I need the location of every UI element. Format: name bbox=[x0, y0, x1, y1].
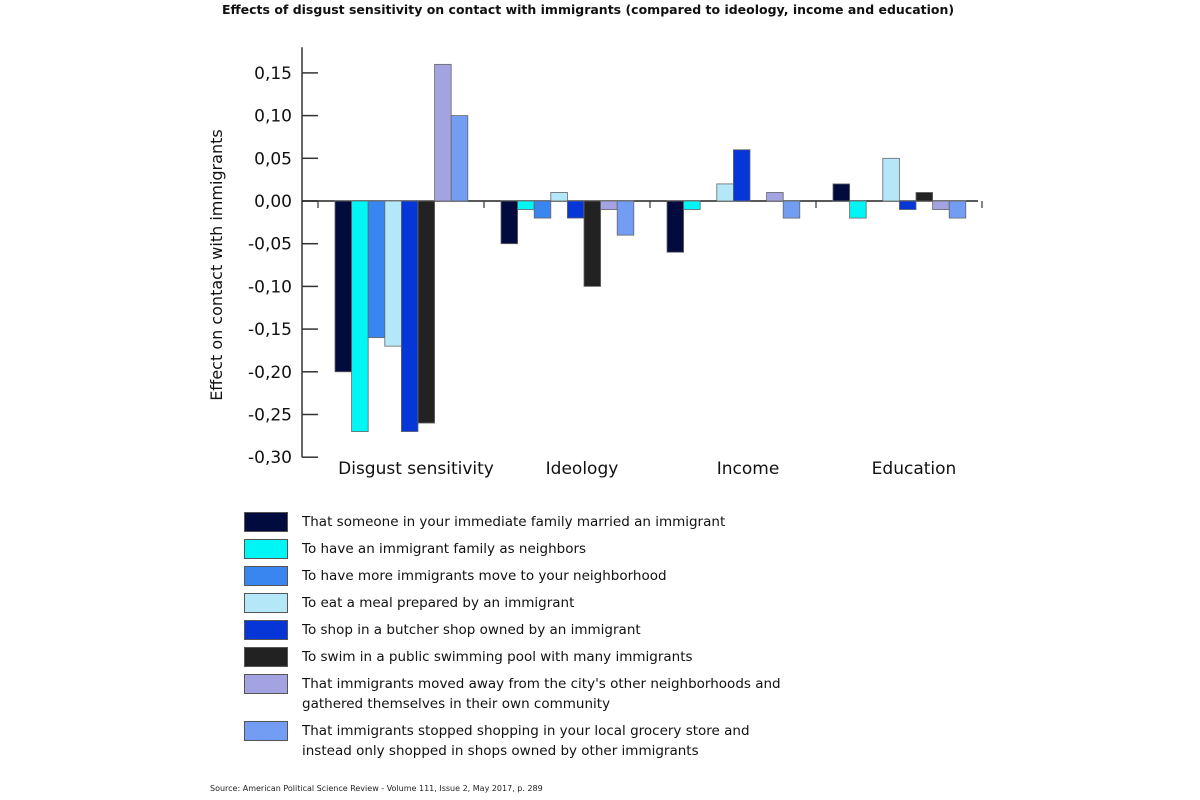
bar-2 bbox=[683, 200, 701, 210]
legend-label: That someone in your immediate family ma… bbox=[302, 514, 726, 530]
bar-2 bbox=[849, 200, 867, 219]
legend-label: That immigrants stopped shopping in your… bbox=[302, 723, 750, 759]
legend-item: That someone in your immediate family ma… bbox=[244, 512, 782, 532]
bar-5 bbox=[400, 200, 419, 432]
x-tick-label: Disgust sensitivity bbox=[338, 459, 494, 479]
legend-swatch bbox=[244, 539, 288, 559]
bar-1 bbox=[832, 183, 851, 202]
bar-6 bbox=[583, 200, 602, 287]
y-axis-label: Effect on contact with immigrants bbox=[207, 129, 226, 401]
y-tick-label: -0,30 bbox=[248, 448, 292, 468]
y-tick-label: -0,15 bbox=[248, 320, 292, 340]
y-tick-label: -0,10 bbox=[248, 277, 292, 297]
bar-4 bbox=[716, 183, 734, 202]
bar-4 bbox=[882, 157, 900, 202]
legend-swatch bbox=[244, 593, 288, 613]
x-tick-label: Education bbox=[872, 459, 957, 479]
legend-item: To have an immigrant family as neighbors bbox=[244, 539, 782, 559]
x-tick-label: Ideology bbox=[546, 459, 619, 479]
legend-item: That immigrants moved away from the city… bbox=[244, 674, 782, 714]
bar-8 bbox=[616, 200, 635, 236]
bar-2 bbox=[517, 200, 535, 210]
bar-6 bbox=[417, 200, 436, 424]
bar-5 bbox=[733, 149, 751, 202]
legend-swatch bbox=[244, 721, 288, 741]
source-note: Source: American Political Science Revie… bbox=[210, 784, 543, 793]
bar-5 bbox=[899, 200, 917, 210]
legend-label: To shop in a butcher shop owned by an im… bbox=[302, 622, 641, 638]
bar-8 bbox=[782, 200, 801, 219]
y-tick-label: 0,15 bbox=[254, 64, 292, 84]
bar-3 bbox=[367, 200, 386, 339]
y-tick-label: 0,10 bbox=[254, 107, 292, 127]
legend-item: To have more immigrants move to your nei… bbox=[244, 566, 782, 586]
legend-label: That immigrants moved away from the city… bbox=[302, 676, 781, 712]
bar-4 bbox=[550, 192, 568, 202]
bar-4 bbox=[384, 200, 402, 347]
bar-6 bbox=[915, 192, 934, 202]
y-tick-label: -0,25 bbox=[248, 406, 292, 426]
bar-8 bbox=[450, 115, 469, 202]
y-tick-label: 0,00 bbox=[254, 192, 292, 212]
legend-label: To swim in a public swimming pool with m… bbox=[302, 649, 693, 665]
legend-item: That immigrants stopped shopping in your… bbox=[244, 721, 782, 761]
legend-item: To swim in a public swimming pool with m… bbox=[244, 647, 782, 667]
bar-7 bbox=[766, 192, 784, 202]
legend: That someone in your immediate family ma… bbox=[244, 512, 782, 768]
legend-swatch bbox=[244, 620, 288, 640]
y-tick-label: -0,05 bbox=[248, 235, 292, 255]
bar-7 bbox=[600, 200, 618, 210]
bar-7 bbox=[932, 200, 950, 210]
bar-7 bbox=[434, 63, 452, 202]
legend-label: To eat a meal prepared by an immigrant bbox=[302, 595, 575, 611]
legend-swatch bbox=[244, 674, 288, 694]
bar-3 bbox=[533, 200, 552, 219]
bar-5 bbox=[567, 200, 585, 219]
y-tick-label: 0,05 bbox=[254, 149, 292, 169]
bar-2 bbox=[351, 200, 369, 432]
chart-title: Effects of disgust sensitivity on contac… bbox=[222, 2, 955, 17]
bar-1 bbox=[666, 200, 685, 253]
bar-1 bbox=[334, 200, 353, 373]
legend-label: To have an immigrant family as neighbors bbox=[302, 541, 587, 557]
y-tick-label: -0,20 bbox=[248, 363, 292, 383]
x-tick-label: Income bbox=[717, 459, 780, 479]
legend-item: To shop in a butcher shop owned by an im… bbox=[244, 620, 782, 640]
legend-swatch bbox=[244, 647, 288, 667]
legend-swatch bbox=[244, 512, 288, 532]
legend-item: To eat a meal prepared by an immigrant bbox=[244, 593, 782, 613]
bar-1 bbox=[500, 200, 519, 245]
legend-swatch bbox=[244, 566, 288, 586]
legend-label: To have more immigrants move to your nei… bbox=[302, 568, 667, 584]
bar-8 bbox=[948, 200, 967, 219]
